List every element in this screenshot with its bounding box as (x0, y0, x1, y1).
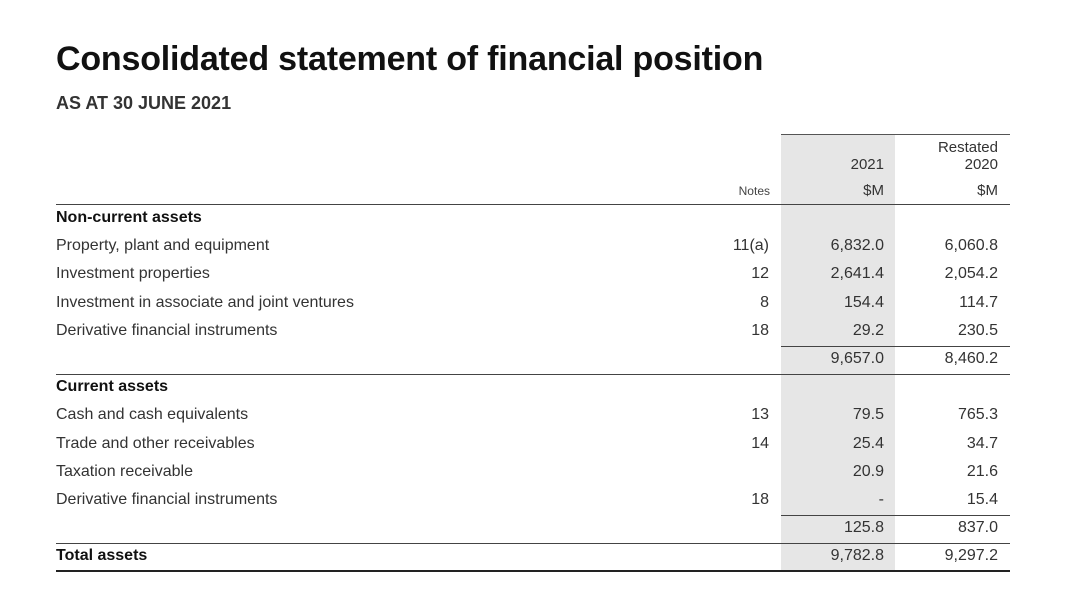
row-value-2021: 79.5 (852, 406, 884, 423)
header-prior-year: 2020 (964, 156, 998, 173)
row-value-2020: 114.7 (959, 294, 998, 311)
total-row: Total assets 9,782.8 9,297.2 (56, 542, 1010, 570)
row-value-2020: 15.4 (966, 491, 998, 508)
row-value-2020: 765.3 (957, 406, 998, 423)
row-note: 14 (751, 435, 769, 452)
header-prior-unit: $M (977, 182, 998, 199)
subtotal-rule (781, 515, 1010, 516)
header-bottom-rule (56, 204, 1010, 205)
page-subtitle: AS AT 30 JUNE 2021 (56, 93, 232, 113)
total-label: Total assets (56, 547, 148, 564)
row-note: 18 (751, 491, 769, 508)
row-label: Derivative financial instruments (56, 322, 278, 339)
header-prior-restated: Restated (937, 139, 998, 156)
row-value-2020: 6,060.8 (944, 237, 998, 254)
row-value-2021: 25.4 (852, 435, 884, 452)
header-current-unit: $M (863, 182, 884, 199)
row-note: 12 (751, 265, 769, 282)
row-value-2021: 2,641.4 (830, 265, 884, 282)
row-value-2020: 230.5 (957, 322, 998, 339)
table-row: Trade and other receivables 14 25.4 34.7 (56, 430, 1010, 458)
table-row: Derivative financial instruments 18 29.2… (56, 317, 1010, 345)
row-value-2020: 34.7 (966, 435, 998, 452)
section-heading-non-current: Non-current assets (56, 204, 1010, 232)
current-year-column-shade (781, 134, 895, 571)
table-row: Property, plant and equipment 11(a) 6,83… (56, 232, 1010, 260)
total-top-rule (56, 543, 1010, 544)
table-row: Cash and cash equivalents 13 79.5 765.3 (56, 401, 1010, 429)
row-label: Cash and cash equivalents (56, 406, 249, 423)
section-label: Current assets (56, 378, 169, 395)
subtotal-row-current: 125.8 837.0 (56, 514, 1010, 542)
subtotal-value-2021: 125.8 (843, 519, 884, 536)
table-row: Derivative financial instruments 18 - 15… (56, 486, 1010, 514)
page-title: Consolidated statement of financial posi… (56, 40, 764, 78)
total-value-2021: 9,782.8 (830, 547, 884, 564)
table-row: Investment in associate and joint ventur… (56, 289, 1010, 317)
row-value-2020: 2,054.2 (944, 265, 998, 282)
row-label: Investment in associate and joint ventur… (56, 294, 354, 311)
header-notes: Notes (738, 184, 770, 198)
row-value-2021: 6,832.0 (830, 237, 884, 254)
total-bottom-rule (56, 570, 1010, 572)
row-value-2020: 21.6 (966, 463, 998, 480)
row-note: 18 (751, 322, 769, 339)
subtotal-rule (781, 346, 1010, 347)
row-label: Trade and other receivables (56, 435, 255, 452)
subtotal-row-non-current: 9,657.0 8,460.2 (56, 345, 1010, 373)
subtotal-value-2021: 9,657.0 (830, 350, 884, 367)
row-label: Property, plant and equipment (56, 237, 270, 254)
row-note: 13 (751, 406, 769, 423)
row-value-2021: 154.4 (843, 294, 884, 311)
total-value-2020: 9,297.2 (944, 547, 998, 564)
row-note: 11(a) (732, 237, 769, 254)
table-row: Taxation receivable 20.9 21.6 (56, 458, 1010, 486)
row-label: Taxation receivable (56, 463, 193, 480)
row-value-2021: - (878, 491, 884, 508)
header-current-year: 2021 (850, 156, 884, 173)
row-value-2021: 20.9 (852, 463, 884, 480)
subtotal-value-2020: 8,460.2 (944, 350, 998, 367)
subtotal-value-2020: 837.0 (957, 519, 998, 536)
row-note: 8 (760, 294, 769, 311)
column-header-top-rule (781, 134, 1010, 135)
section-label: Non-current assets (56, 209, 202, 226)
row-label: Investment properties (56, 265, 210, 282)
table-row: Investment properties 12 2,641.4 2,054.2 (56, 260, 1010, 288)
row-label: Derivative financial instruments (56, 491, 278, 508)
section-heading-current: Current assets (56, 373, 1010, 401)
section-divider-rule (56, 374, 1010, 375)
row-value-2021: 29.2 (852, 322, 884, 339)
